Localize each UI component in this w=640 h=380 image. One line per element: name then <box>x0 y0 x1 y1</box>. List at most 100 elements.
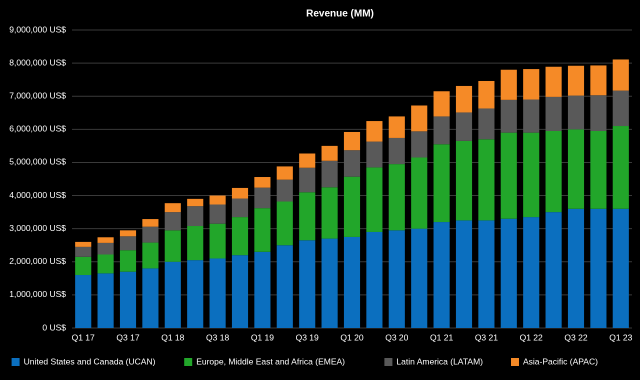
bar-segment <box>388 230 405 328</box>
bar-segment <box>478 80 495 109</box>
x-tick-label: Q3 18 <box>206 332 229 342</box>
bar-segment <box>523 69 540 100</box>
bar-segment <box>343 236 361 328</box>
bar-segment <box>500 69 517 100</box>
bar-segment <box>231 255 249 328</box>
legend-swatch <box>11 358 20 366</box>
x-tick-label: Q3 17 <box>116 332 139 342</box>
bar-segment <box>75 275 92 328</box>
bar-segment <box>321 160 338 188</box>
bar-segment <box>545 130 562 213</box>
bar-segment <box>231 198 249 218</box>
legend-swatch <box>384 358 393 366</box>
bar-segment <box>590 208 607 328</box>
y-tick-label: 7,000,000 US$ <box>9 90 66 100</box>
x-tick-label: Q1 17 <box>72 332 95 342</box>
bar-segment <box>455 220 473 328</box>
bar-segment <box>119 250 137 272</box>
bar-segment <box>366 231 383 328</box>
bar-segment <box>411 157 428 229</box>
bar-segment <box>231 187 249 199</box>
legend-label: United States and Canada (UCAN) <box>24 356 156 366</box>
y-tick-label: 6,000,000 US$ <box>9 124 66 134</box>
bar-segment <box>321 187 338 239</box>
x-tick-label: Q1 18 <box>161 332 184 342</box>
bar-segment <box>388 137 405 165</box>
bar-segment <box>75 256 92 276</box>
bar-segment <box>119 230 137 237</box>
bar-segment <box>455 85 473 113</box>
bar-segment <box>523 132 540 218</box>
bar-segment <box>164 230 181 262</box>
bar-segment <box>254 177 271 188</box>
bar-segment <box>276 166 293 180</box>
bar-segment <box>276 201 293 246</box>
bar-segment <box>567 208 585 328</box>
bar-segment <box>523 217 540 328</box>
y-tick-label: 1,000,000 US$ <box>9 289 66 299</box>
bar-segment <box>343 176 361 237</box>
bar-segment <box>97 237 114 243</box>
bar-segment <box>366 121 383 142</box>
bar-segment <box>590 65 607 96</box>
bar-segment <box>455 112 473 141</box>
bar-segment <box>119 236 137 251</box>
bar-segment <box>321 145 338 161</box>
bar-segment <box>612 126 629 209</box>
bar-segment <box>545 96 562 131</box>
bar-segment <box>299 192 316 241</box>
bar-segment <box>164 212 181 231</box>
y-tick-label: 2,000,000 US$ <box>9 256 66 266</box>
bar-segment <box>388 116 405 138</box>
chart-title: Revenue (MM) <box>306 9 374 20</box>
bar-segment <box>254 251 271 328</box>
bar-segment <box>567 65 585 96</box>
x-tick-label: Q1 20 <box>340 332 363 342</box>
bar-segment <box>97 254 114 274</box>
bar-segment <box>142 242 159 269</box>
bar-segment <box>276 245 293 328</box>
bar-segment <box>411 228 428 328</box>
bar-segment <box>187 206 204 227</box>
x-tick-label: Q3 20 <box>385 332 408 342</box>
bar-segment <box>142 268 159 328</box>
bar-segment <box>455 140 473 221</box>
bar-segment <box>119 271 137 328</box>
bar-segment <box>142 219 159 227</box>
bar-segment <box>254 187 271 209</box>
bar-segment <box>343 131 361 151</box>
legend-swatch <box>184 358 193 366</box>
bar-segment <box>231 217 249 256</box>
x-tick-label: Q3 22 <box>564 332 587 342</box>
bar-segment <box>433 116 450 145</box>
legend-label: Europe, Middle East and Africa (EMEA) <box>196 356 345 366</box>
bar-segment <box>75 246 92 257</box>
bar-segment <box>612 90 629 127</box>
bar-segment <box>411 105 428 132</box>
bar-segment <box>478 139 495 221</box>
y-tick-label: 3,000,000 US$ <box>9 223 66 233</box>
bar-segment <box>433 91 450 117</box>
bar-segment <box>612 59 629 91</box>
bar-segment <box>433 144 450 223</box>
bar-segment <box>500 99 517 133</box>
bar-segment <box>321 238 338 328</box>
bar-segment <box>97 273 114 328</box>
bar-segment <box>433 222 450 328</box>
bar-segment <box>366 167 383 232</box>
bar-segment <box>567 129 585 209</box>
bar-segment <box>612 208 629 328</box>
bar-segment <box>523 99 540 133</box>
bar-segment <box>75 241 92 247</box>
bar-segment <box>567 95 585 130</box>
x-tick-label: Q1 21 <box>430 332 453 342</box>
bar-segment <box>590 95 607 131</box>
bar-segment <box>500 218 517 328</box>
bar-segment <box>299 153 316 168</box>
y-tick-label: 0 US$ <box>42 322 66 332</box>
x-tick-label: Q1 23 <box>609 332 632 342</box>
bar-segment <box>209 195 226 205</box>
bar-segment <box>366 141 383 168</box>
legend-label: Asia-Pacific (APAC) <box>523 356 598 366</box>
